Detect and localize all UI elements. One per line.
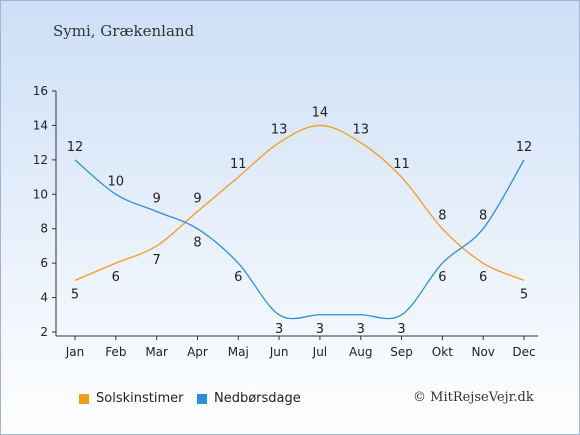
data-label-nedborsdage: 3 xyxy=(275,322,283,337)
data-label-nedborsdage: 12 xyxy=(516,140,533,155)
x-tick-label: Jun xyxy=(269,345,289,359)
series-line-nedborsdage xyxy=(74,159,525,320)
x-tick-label: Feb xyxy=(105,345,126,359)
y-tick-label: 10 xyxy=(33,187,48,201)
credit-text: © MitRejseVejr.dk xyxy=(413,390,534,405)
data-label-nedborsdage: 9 xyxy=(152,192,160,207)
x-tick-label: Sep xyxy=(390,345,413,359)
y-tick-label: 16 xyxy=(33,84,48,98)
x-tick-label: Apr xyxy=(187,345,208,359)
data-label-solskinstimer: 9 xyxy=(193,192,201,207)
data-label-solskinstimer: 6 xyxy=(479,270,487,285)
y-tick-label: 12 xyxy=(33,153,48,167)
data-label-solskinstimer: 5 xyxy=(71,287,79,302)
data-label-solskinstimer: 11 xyxy=(393,157,410,172)
x-tick-label: Nov xyxy=(471,345,494,359)
data-label-solskinstimer: 13 xyxy=(271,123,288,138)
y-tick-label: 2 xyxy=(40,325,48,339)
legend-label-nedborsdage: Nedbørsdage xyxy=(214,391,301,406)
data-label-solskinstimer: 13 xyxy=(352,123,369,138)
data-label-nedborsdage: 8 xyxy=(193,236,201,251)
legend-item-solskinstimer: Solskinstimer xyxy=(79,391,183,406)
legend-item-nedborsdage: Nedbørsdage xyxy=(197,391,301,406)
y-tick-label: 14 xyxy=(33,118,48,132)
data-label-solskinstimer: 8 xyxy=(438,209,446,224)
data-label-nedborsdage: 3 xyxy=(316,322,324,337)
y-tick-label: 8 xyxy=(40,222,48,236)
x-tick-label: Okt xyxy=(432,345,453,359)
series-line-solskinstimer xyxy=(74,124,525,281)
x-tick-label: Mar xyxy=(145,345,168,359)
legend-swatch-nedborsdage xyxy=(197,393,207,404)
data-label-solskinstimer: 14 xyxy=(312,105,329,120)
y-tick-label: 6 xyxy=(40,256,48,270)
data-label-nedborsdage: 12 xyxy=(67,140,84,155)
data-label-nedborsdage: 6 xyxy=(438,270,446,285)
chart-subtitle: Symi, Grækenland xyxy=(53,22,195,40)
y-tick-label: 4 xyxy=(40,291,48,305)
legend-label-solskinstimer: Solskinstimer xyxy=(96,391,184,406)
data-label-nedborsdage: 3 xyxy=(397,322,405,337)
data-label-solskinstimer: 11 xyxy=(230,157,247,172)
x-tick-label: Maj xyxy=(228,345,249,359)
x-tick-label: Dec xyxy=(512,345,535,359)
data-label-solskinstimer: 5 xyxy=(520,287,528,302)
data-label-nedborsdage: 8 xyxy=(479,209,487,224)
data-label-solskinstimer: 6 xyxy=(112,270,120,285)
data-label-nedborsdage: 10 xyxy=(108,174,125,189)
x-tick-label: Aug xyxy=(349,345,372,359)
x-tick-label: Jan xyxy=(65,345,85,359)
data-label-solskinstimer: 7 xyxy=(152,253,160,268)
data-label-nedborsdage: 6 xyxy=(234,270,242,285)
x-tick-label: Jul xyxy=(312,345,327,359)
legend-swatch-solskinstimer xyxy=(79,393,89,404)
data-label-nedborsdage: 3 xyxy=(357,322,365,337)
